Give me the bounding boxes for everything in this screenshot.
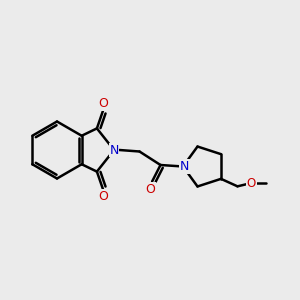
- Text: O: O: [98, 97, 108, 110]
- Text: O: O: [247, 176, 256, 190]
- Text: N: N: [109, 143, 119, 157]
- Text: N: N: [180, 160, 189, 173]
- Text: O: O: [98, 190, 108, 203]
- Text: O: O: [146, 183, 155, 196]
